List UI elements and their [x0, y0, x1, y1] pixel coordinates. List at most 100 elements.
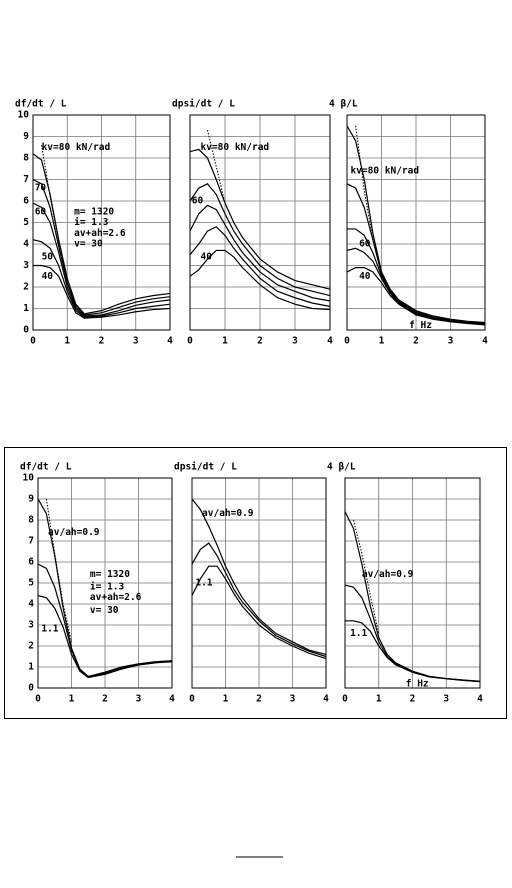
- chart-title: 4 β/L: [327, 462, 356, 473]
- annotation: 60: [192, 196, 204, 207]
- x-tick-label: 2: [99, 336, 105, 347]
- annotation: 1.1: [41, 624, 58, 635]
- curve: [346, 267, 486, 326]
- x-tick-label: 3: [448, 336, 454, 347]
- x-tick-label: 4: [482, 336, 488, 347]
- annotation: 50: [42, 251, 54, 262]
- annotation: kv=80 kN/rad: [201, 142, 270, 153]
- chart-title: 4 β/L: [329, 99, 358, 110]
- annotation: 70: [35, 183, 47, 194]
- annotation: kv=80 kN/rad: [350, 165, 419, 176]
- x-tick-label: 2: [410, 694, 416, 705]
- curve: [189, 183, 331, 297]
- y-tick-label: 0: [23, 325, 29, 336]
- y-tick-label: 0: [28, 683, 34, 694]
- y-tick-label: 10: [18, 110, 30, 121]
- annotation: 1.1: [350, 628, 367, 639]
- curve: [346, 125, 486, 324]
- curve: [191, 542, 327, 658]
- curve: [37, 595, 173, 679]
- x-tick-label: 1: [379, 336, 385, 347]
- curve: [33, 264, 171, 319]
- x-tick-label: 1: [376, 694, 382, 705]
- x-tick-label: 0: [187, 336, 193, 347]
- y-tick-label: 4: [23, 239, 29, 250]
- curve: [189, 226, 331, 307]
- x-axis-label: f Hz: [409, 320, 432, 331]
- chart-title: df/dt / L: [20, 462, 72, 473]
- curve: [32, 202, 171, 317]
- x-tick-label: 3: [292, 336, 298, 347]
- x-tick-label: 2: [256, 694, 262, 705]
- x-tick-label: 4: [167, 336, 173, 347]
- y-tick-label: 8: [23, 153, 29, 164]
- chart-title: dpsi/dt / L: [172, 99, 235, 110]
- chart-title: df/dt / L: [15, 99, 67, 110]
- x-tick-label: 0: [30, 336, 36, 347]
- y-tick-label: 5: [23, 217, 29, 228]
- x-tick-label: 0: [189, 694, 195, 705]
- annotation: av+ah=2.6: [90, 592, 142, 603]
- annotation: 40: [42, 271, 54, 282]
- x-tick-label: 2: [257, 336, 263, 347]
- curve: [189, 148, 331, 290]
- y-tick-label: 7: [28, 536, 34, 547]
- y-tick-label: 6: [23, 196, 29, 207]
- y-tick-label: 2: [23, 282, 29, 293]
- annotation: v= 30: [74, 239, 103, 250]
- annotation: av/ah=0.9: [48, 527, 100, 538]
- annotation: av/ah=0.9: [202, 508, 254, 519]
- y-tick-label: 9: [28, 494, 34, 505]
- x-tick-label: 0: [342, 694, 348, 705]
- y-tick-label: 10: [23, 473, 35, 484]
- x-tick-label: 1: [64, 336, 70, 347]
- x-tick-label: 0: [344, 336, 350, 347]
- curve: [345, 620, 481, 683]
- y-tick-label: 5: [28, 578, 34, 589]
- curve: [45, 498, 72, 642]
- curve: [189, 204, 331, 302]
- figure-frame: [4, 447, 507, 719]
- x-tick-label: 0: [35, 694, 41, 705]
- chart-title: dpsi/dt / L: [174, 462, 237, 473]
- annotation: 40: [359, 271, 371, 282]
- curve: [32, 239, 171, 318]
- annotation: v= 30: [90, 605, 119, 616]
- x-tick-label: 2: [413, 336, 419, 347]
- y-tick-label: 3: [23, 260, 29, 271]
- curve: [207, 129, 226, 204]
- y-tick-label: 9: [23, 131, 29, 142]
- y-tick-label: 4: [28, 599, 34, 610]
- annotation: i= 1.3: [90, 582, 125, 593]
- curve: [191, 498, 327, 655]
- x-tick-label: 4: [169, 694, 175, 705]
- annotation: 60: [35, 206, 47, 217]
- x-tick-label: 2: [102, 694, 108, 705]
- x-tick-label: 3: [290, 694, 296, 705]
- annotation: 40: [201, 251, 213, 262]
- x-tick-label: 4: [327, 336, 333, 347]
- y-tick-label: 2: [28, 641, 34, 652]
- annotation: 1.1: [195, 578, 212, 589]
- plot-frame: [191, 477, 327, 689]
- plot-frame: [32, 114, 171, 331]
- x-axis-label: f Hz: [406, 678, 429, 689]
- curve: [32, 153, 171, 315]
- x-tick-label: 1: [222, 336, 228, 347]
- annotation: 60: [359, 239, 371, 250]
- annotation: kv=80 kN/rad: [42, 142, 111, 153]
- x-tick-label: 3: [136, 694, 142, 705]
- y-tick-label: 3: [28, 620, 34, 631]
- curve: [191, 565, 327, 660]
- x-tick-label: 1: [223, 694, 229, 705]
- plot-frame: [344, 477, 481, 689]
- x-tick-label: 1: [69, 694, 75, 705]
- curve: [189, 249, 331, 311]
- x-tick-label: 3: [133, 336, 139, 347]
- y-tick-label: 8: [28, 515, 34, 526]
- plot-frame: [37, 477, 173, 689]
- curve: [32, 178, 171, 316]
- y-tick-label: 1: [23, 303, 29, 314]
